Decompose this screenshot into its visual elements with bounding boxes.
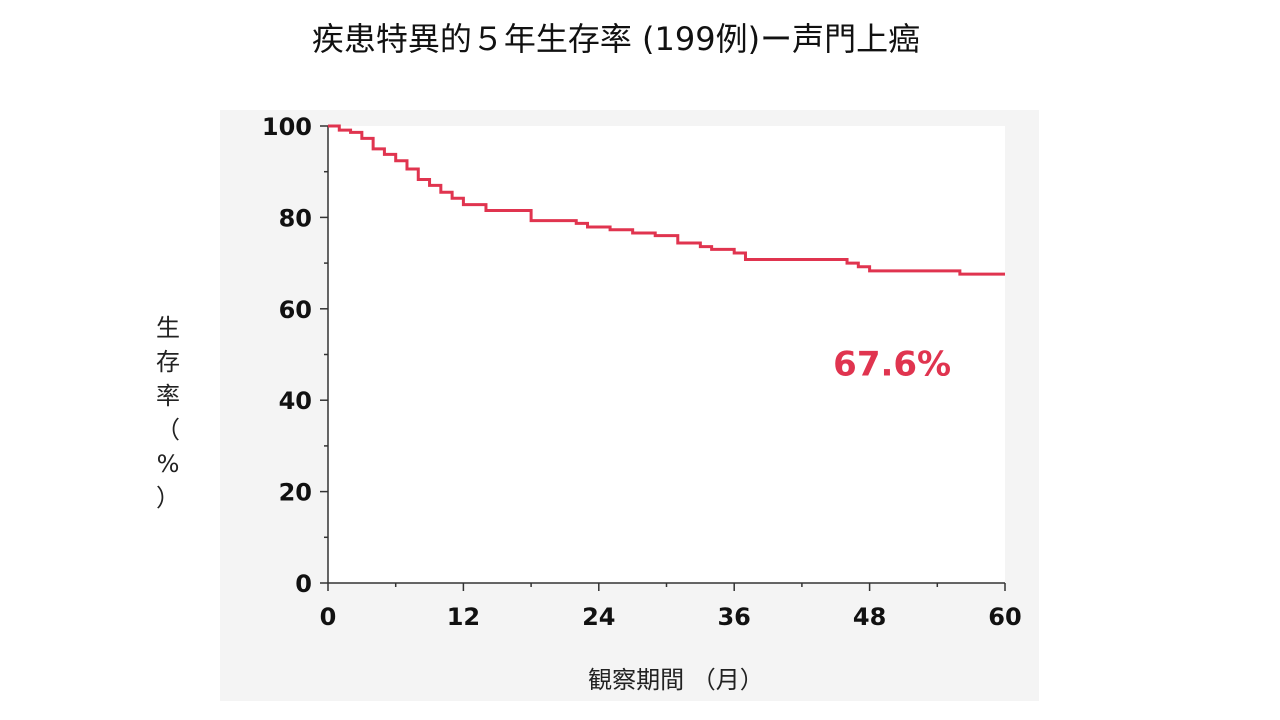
y-tick-label: 0 <box>295 570 312 598</box>
x-axis-title: 観察期間 （月） <box>588 666 764 694</box>
x-tick-label: 12 <box>447 603 480 631</box>
y-axis-title-char: （ <box>156 416 180 444</box>
chart-title: 疾患特異的５年生存率 (199例)ー声門上癌 <box>311 20 921 58</box>
y-tick-label: 20 <box>279 479 312 507</box>
y-axis-title: 生存率 （% ） <box>156 314 180 512</box>
y-tick-label: 60 <box>279 296 312 324</box>
y-axis-title-char: ） <box>156 484 180 512</box>
plot-area <box>328 126 1005 583</box>
x-tick-label: 60 <box>988 603 1021 631</box>
x-tick-label: 36 <box>717 603 750 631</box>
y-axis-title-char: 存 <box>156 348 180 376</box>
x-tick-label: 48 <box>853 603 886 631</box>
annotation-final-rate: 67.6% <box>833 345 951 385</box>
y-axis-title-char: 生 <box>156 314 180 342</box>
y-axis-title-char: 率 <box>156 382 180 410</box>
y-axis-title-char: % <box>157 450 180 478</box>
y-tick-label: 100 <box>262 113 312 141</box>
x-tick-label: 0 <box>320 603 337 631</box>
y-tick-label: 40 <box>279 387 312 415</box>
y-tick-label: 80 <box>279 204 312 232</box>
x-tick-label: 24 <box>582 603 615 631</box>
survival-curve <box>328 124 1005 276</box>
ticks: 0 20 40 60 80 100 0 12 24 36 48 60 <box>262 113 1022 631</box>
